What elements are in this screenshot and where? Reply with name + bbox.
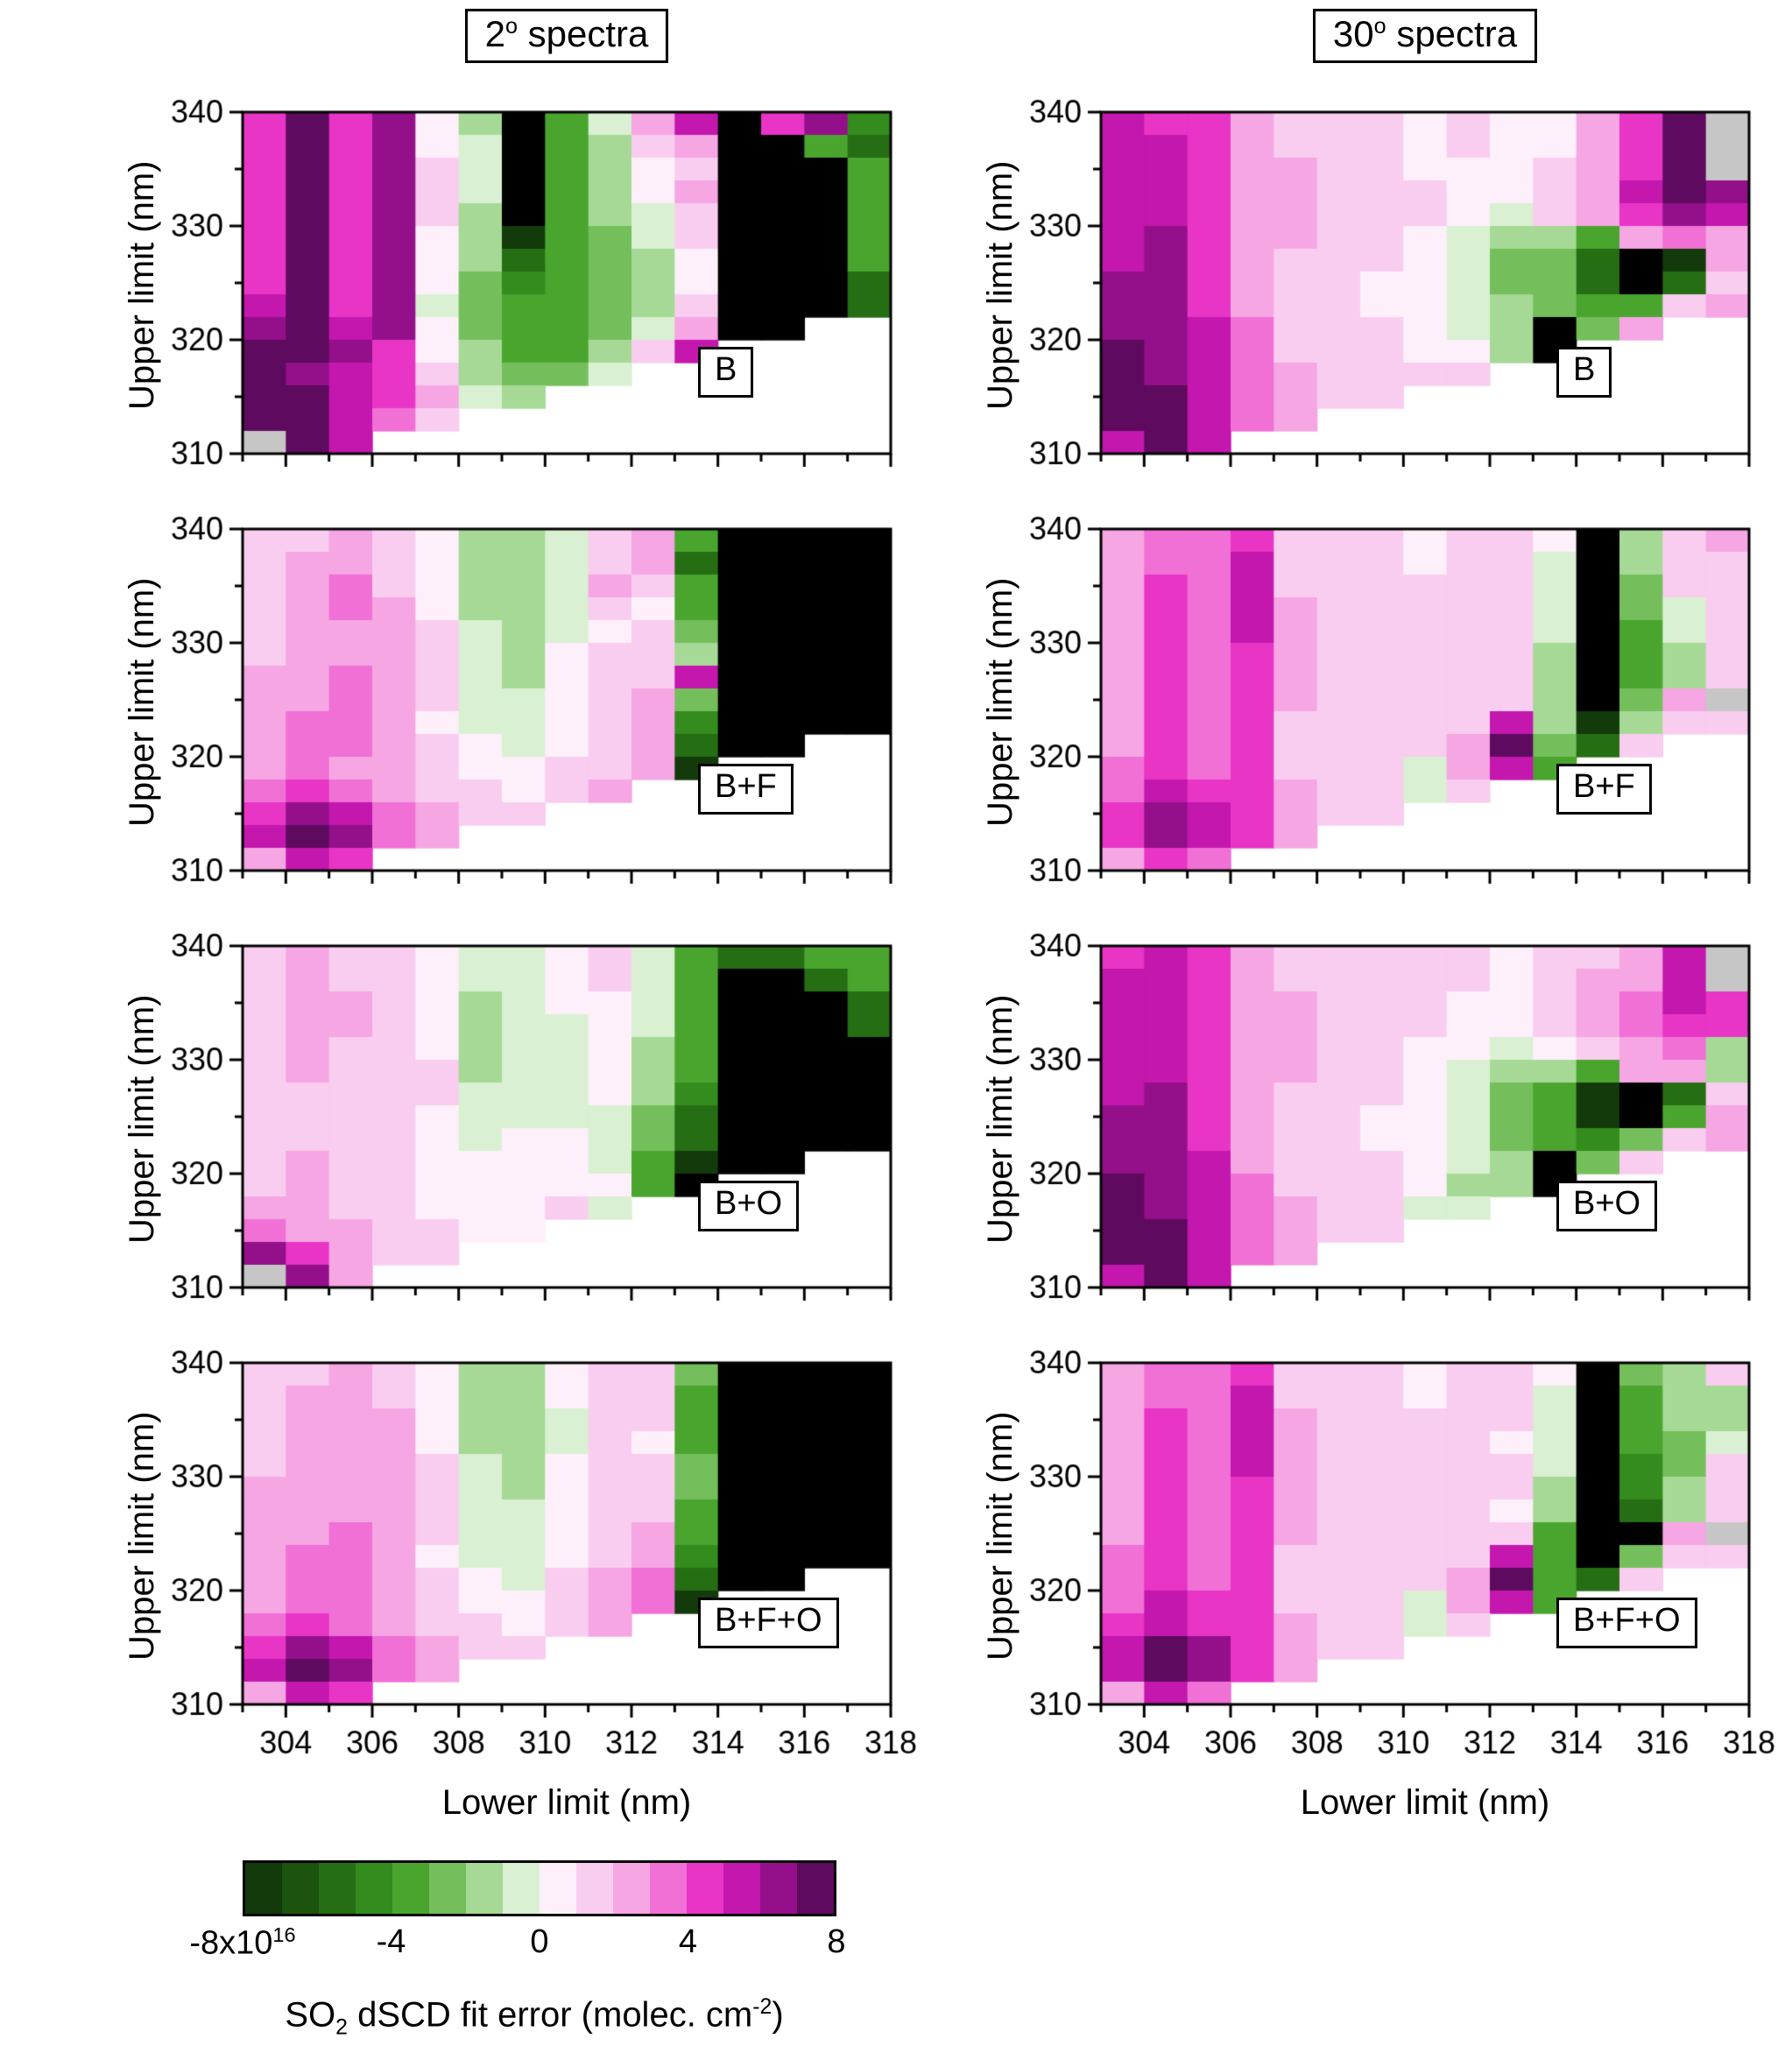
- colorbar-segment: [723, 1863, 760, 1914]
- heatmap-panel-30deg-BF: B+F: [1020, 511, 1784, 893]
- panel-tag: B+F: [698, 764, 794, 815]
- caption-text: SO: [285, 1995, 336, 2035]
- colorbar-segment: [613, 1863, 650, 1914]
- x-axis-label: Lower limit (nm): [1300, 1783, 1550, 1822]
- colorbar-segment: [503, 1863, 540, 1914]
- heatmap-canvas: [162, 95, 926, 476]
- column-title-30deg: 30o spectra: [1312, 9, 1538, 64]
- y-axis-label: Upper limit (nm): [123, 577, 161, 828]
- colorbar-tick: -4: [376, 1923, 406, 1960]
- colorbar-segment: [429, 1863, 466, 1914]
- heatmap-canvas: [1020, 511, 1784, 893]
- colorbar-segment: [760, 1863, 797, 1914]
- column-title-row: 2o spectra: [243, 9, 891, 95]
- colorbar-segment: [319, 1863, 356, 1914]
- panel-tag: B+F+O: [698, 1598, 839, 1648]
- panel-row: Upper limit (nm) B+O: [981, 928, 1784, 1310]
- heatmap-canvas: [1020, 95, 1784, 476]
- colorbar-segment: [650, 1863, 687, 1914]
- panel-row: Upper limit (nm) B: [981, 95, 1784, 476]
- heatmap-panel-30deg-BO: B+O: [1020, 928, 1784, 1310]
- y-axis-label: Upper limit (nm): [981, 160, 1019, 411]
- title-text: spectra: [517, 13, 649, 54]
- heatmap-panel-2deg-B: B: [162, 95, 926, 476]
- colorbar: [245, 1863, 834, 1914]
- panel-tag: B+F+O: [1556, 1598, 1697, 1648]
- heatmap-panel-2deg-BO: B+O: [162, 928, 926, 1310]
- colorbar-segment: [797, 1863, 834, 1914]
- panel-tag: B+O: [698, 1181, 800, 1231]
- column-2deg: 2o spectra Upper limit (nm) B Upper limi…: [123, 9, 926, 2040]
- panel-tag: B: [1556, 347, 1612, 398]
- title-text: spectra: [1386, 13, 1518, 54]
- panel-row: Upper limit (nm) B+O: [123, 928, 926, 1310]
- title-text: 2: [484, 13, 505, 54]
- panel-tag: B+O: [1556, 1181, 1658, 1231]
- heatmap-canvas: [162, 1345, 926, 1774]
- y-axis-label: Upper limit (nm): [981, 994, 1019, 1245]
- y-axis-label: Upper limit (nm): [981, 577, 1019, 828]
- colorbar-tick: 8: [827, 1923, 846, 1960]
- heatmap-panel-30deg-BFO: B+F+O: [1020, 1345, 1784, 1774]
- title-text: 30: [1332, 13, 1374, 54]
- colorbar-tick: 0: [530, 1923, 549, 1960]
- colorbar-segment: [282, 1863, 319, 1914]
- title-superscript: o: [1373, 14, 1386, 39]
- y-axis-label: Upper limit (nm): [123, 1411, 161, 1661]
- colorbar-tick-text: -8x10: [189, 1924, 273, 1962]
- panel-row: Upper limit (nm) B+F: [123, 511, 926, 893]
- caption-text: dSCD fit error (molec. cm: [347, 1995, 753, 2035]
- y-axis-label: Upper limit (nm): [123, 160, 161, 411]
- column-title-2deg: 2o spectra: [464, 9, 669, 64]
- column-title-row: 30o spectra: [1101, 9, 1749, 95]
- heatmap-canvas: [162, 511, 926, 893]
- y-axis-label: Upper limit (nm): [981, 1411, 1019, 1661]
- colorbar-segment: [466, 1863, 503, 1914]
- colorbar-caption: SO2 dSCD fit error (molec. cm-2): [175, 1995, 893, 2040]
- colorbar-frame: [243, 1860, 836, 1916]
- colorbar-segment: [392, 1863, 429, 1914]
- panel-tag: B+F: [1556, 764, 1652, 815]
- title-superscript: o: [504, 14, 518, 39]
- panel-row: Upper limit (nm) B: [123, 95, 926, 476]
- x-axis-label: Lower limit (nm): [441, 1783, 692, 1822]
- caption-text: ): [772, 1995, 784, 2035]
- colorbar-tick: -8x1016: [189, 1923, 295, 1963]
- colorbar-ticks: -8x1016 -4 0 4 8: [189, 1916, 845, 1965]
- y-axis-label: Upper limit (nm): [123, 994, 161, 1245]
- colorbar-segment: [576, 1863, 613, 1914]
- colorbar-tick-exponent: 16: [272, 1923, 296, 1946]
- panel-row: Upper limit (nm) B+F+O: [123, 1345, 926, 1774]
- colorbar-block: -8x1016 -4 0 4 8 SO2 dSCD fit error (mol…: [123, 1860, 926, 2040]
- heatmap-canvas: [162, 928, 926, 1310]
- colorbar-segment: [687, 1863, 723, 1914]
- heatmap-panel-2deg-BF: B+F: [162, 511, 926, 893]
- heatmap-panel-30deg-B: B: [1020, 95, 1784, 476]
- heatmap-canvas: [1020, 928, 1784, 1310]
- caption-superscript: -2: [752, 1995, 773, 2019]
- column-30deg: 30o spectra Upper limit (nm) B Upper lim…: [981, 9, 1784, 2040]
- heatmap-panel-2deg-BFO: B+F+O: [162, 1345, 926, 1774]
- colorbar-segment: [245, 1863, 282, 1914]
- panel-tag: B: [698, 347, 754, 398]
- colorbar-segment: [540, 1863, 576, 1914]
- panel-row: Upper limit (nm) B+F+O: [981, 1345, 1784, 1774]
- caption-subscript: 2: [335, 2015, 348, 2040]
- colorbar-segment: [356, 1863, 392, 1914]
- heatmap-canvas: [1020, 1345, 1784, 1774]
- panel-row: Upper limit (nm) B+F: [981, 511, 1784, 893]
- colorbar-tick: 4: [678, 1923, 698, 1960]
